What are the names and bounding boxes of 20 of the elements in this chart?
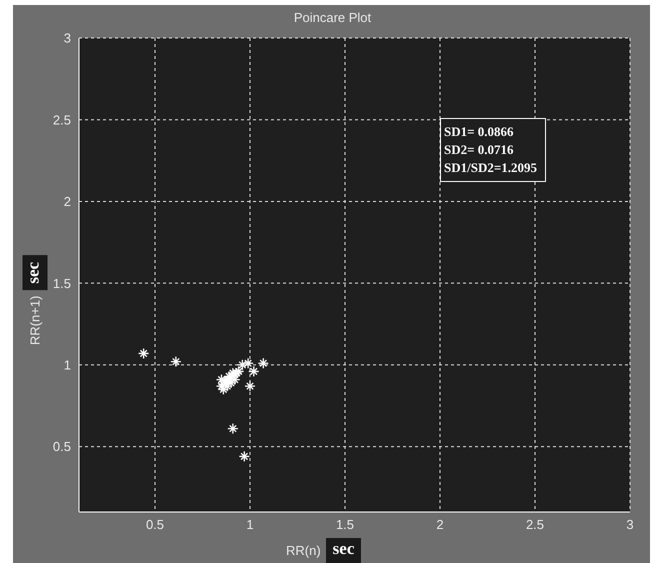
- y-tick-label: 2.5: [52, 112, 71, 128]
- annotation: SD2= 0.0716: [444, 141, 515, 159]
- x-tick-label: 0.5: [146, 517, 164, 532]
- y-tick-label: 0.5: [52, 439, 71, 454]
- x-tick-label: 2: [436, 517, 444, 532]
- text: sec: [326, 538, 362, 563]
- x-tick-label: 2.5: [526, 517, 544, 532]
- annotation: SD1/SD2=1.2095: [444, 159, 538, 177]
- x-tick-label: 1.5: [336, 517, 354, 532]
- y-tick-label: 1: [64, 358, 71, 373]
- y-tick-label: 2: [64, 194, 71, 210]
- y-axis-title: RR(n+1): [28, 296, 42, 346]
- chart-title: Poincare Plot: [292, 10, 372, 25]
- annotation: SD1= 0.0866: [444, 123, 515, 141]
- text: sec: [22, 254, 48, 291]
- y-tick-label: 1.5: [52, 276, 71, 291]
- x-tick-label: 3: [626, 517, 634, 532]
- y-tick-label: 3: [64, 30, 71, 46]
- x-axis-title: RR(n): [286, 543, 321, 558]
- x-tick-label: 1: [246, 517, 254, 532]
